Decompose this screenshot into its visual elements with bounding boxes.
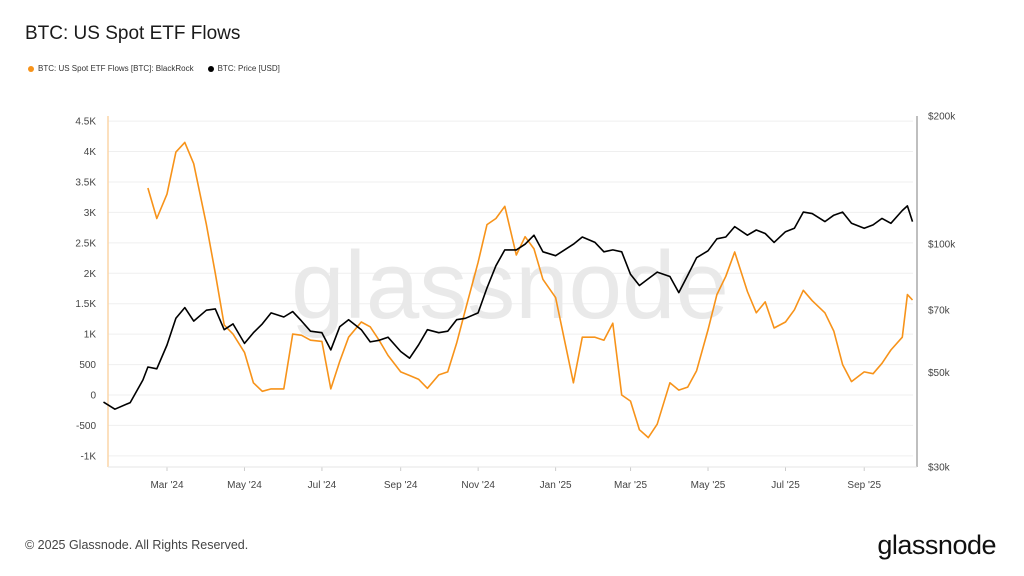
x-tick-label: Jul '25 (771, 480, 800, 491)
y-left-tick-label: 3.5K (75, 177, 96, 188)
y-right-tick-label: $200k (928, 112, 956, 123)
x-tick-label: Mar '25 (614, 480, 647, 491)
x-tick-label: Jan '25 (540, 480, 572, 491)
y-left-tick-label: -1K (80, 451, 96, 462)
copyright-footer: © 2025 Glassnode. All Rights Reserved. (25, 538, 249, 552)
legend-dot-black-icon (207, 65, 214, 72)
legend-dot-orange-icon (28, 65, 34, 72)
x-tick-label: May '25 (691, 480, 726, 491)
watermark: glassnode (291, 232, 729, 339)
y-left-tick-label: 2.5K (75, 238, 96, 249)
legend: BTC: US Spot ETF Flows [BTC]: BlackRock … (28, 64, 280, 73)
x-tick-label: Nov '24 (461, 480, 495, 491)
x-tick-label: Sep '25 (847, 480, 881, 491)
y-left-tick-label: 4K (84, 147, 97, 158)
y-right-tick-label: $100k (928, 240, 956, 251)
legend-label: BTC: Price [USD] (217, 64, 280, 73)
legend-item-blackrock-flows[interactable]: BTC: US Spot ETF Flows [BTC]: BlackRock (28, 64, 194, 73)
y-left-tick-label: 1K (84, 330, 97, 341)
x-tick-label: May '24 (227, 480, 262, 491)
legend-label: BTC: US Spot ETF Flows [BTC]: BlackRock (38, 64, 194, 73)
legend-item-btc-price[interactable]: BTC: Price [USD] (207, 64, 280, 73)
x-tick-label: Mar '24 (150, 480, 183, 491)
y-left-tick-label: 4.5K (75, 117, 96, 128)
y-right-tick-label: $70k (928, 306, 951, 317)
y-left-tick-label: 500 (79, 360, 96, 371)
y-right-tick-label: $50k (928, 368, 951, 379)
series-points (103, 205, 913, 410)
y-left-tick-label: 1.5K (75, 299, 96, 310)
x-tick-label: Jul '24 (308, 480, 337, 491)
y-right-tick-label: $30k (928, 463, 951, 474)
chart-title: BTC: US Spot ETF Flows (25, 23, 241, 44)
y-left-tick-label: -500 (76, 421, 96, 432)
series-points (147, 142, 913, 438)
y-left-tick-label: 3K (84, 208, 97, 219)
y-left-tick-label: 2K (84, 269, 97, 280)
y-left-tick-label: 0 (90, 391, 96, 402)
glassnode-logo: glassnode (877, 530, 996, 560)
x-tick-label: Sep '24 (384, 480, 418, 491)
